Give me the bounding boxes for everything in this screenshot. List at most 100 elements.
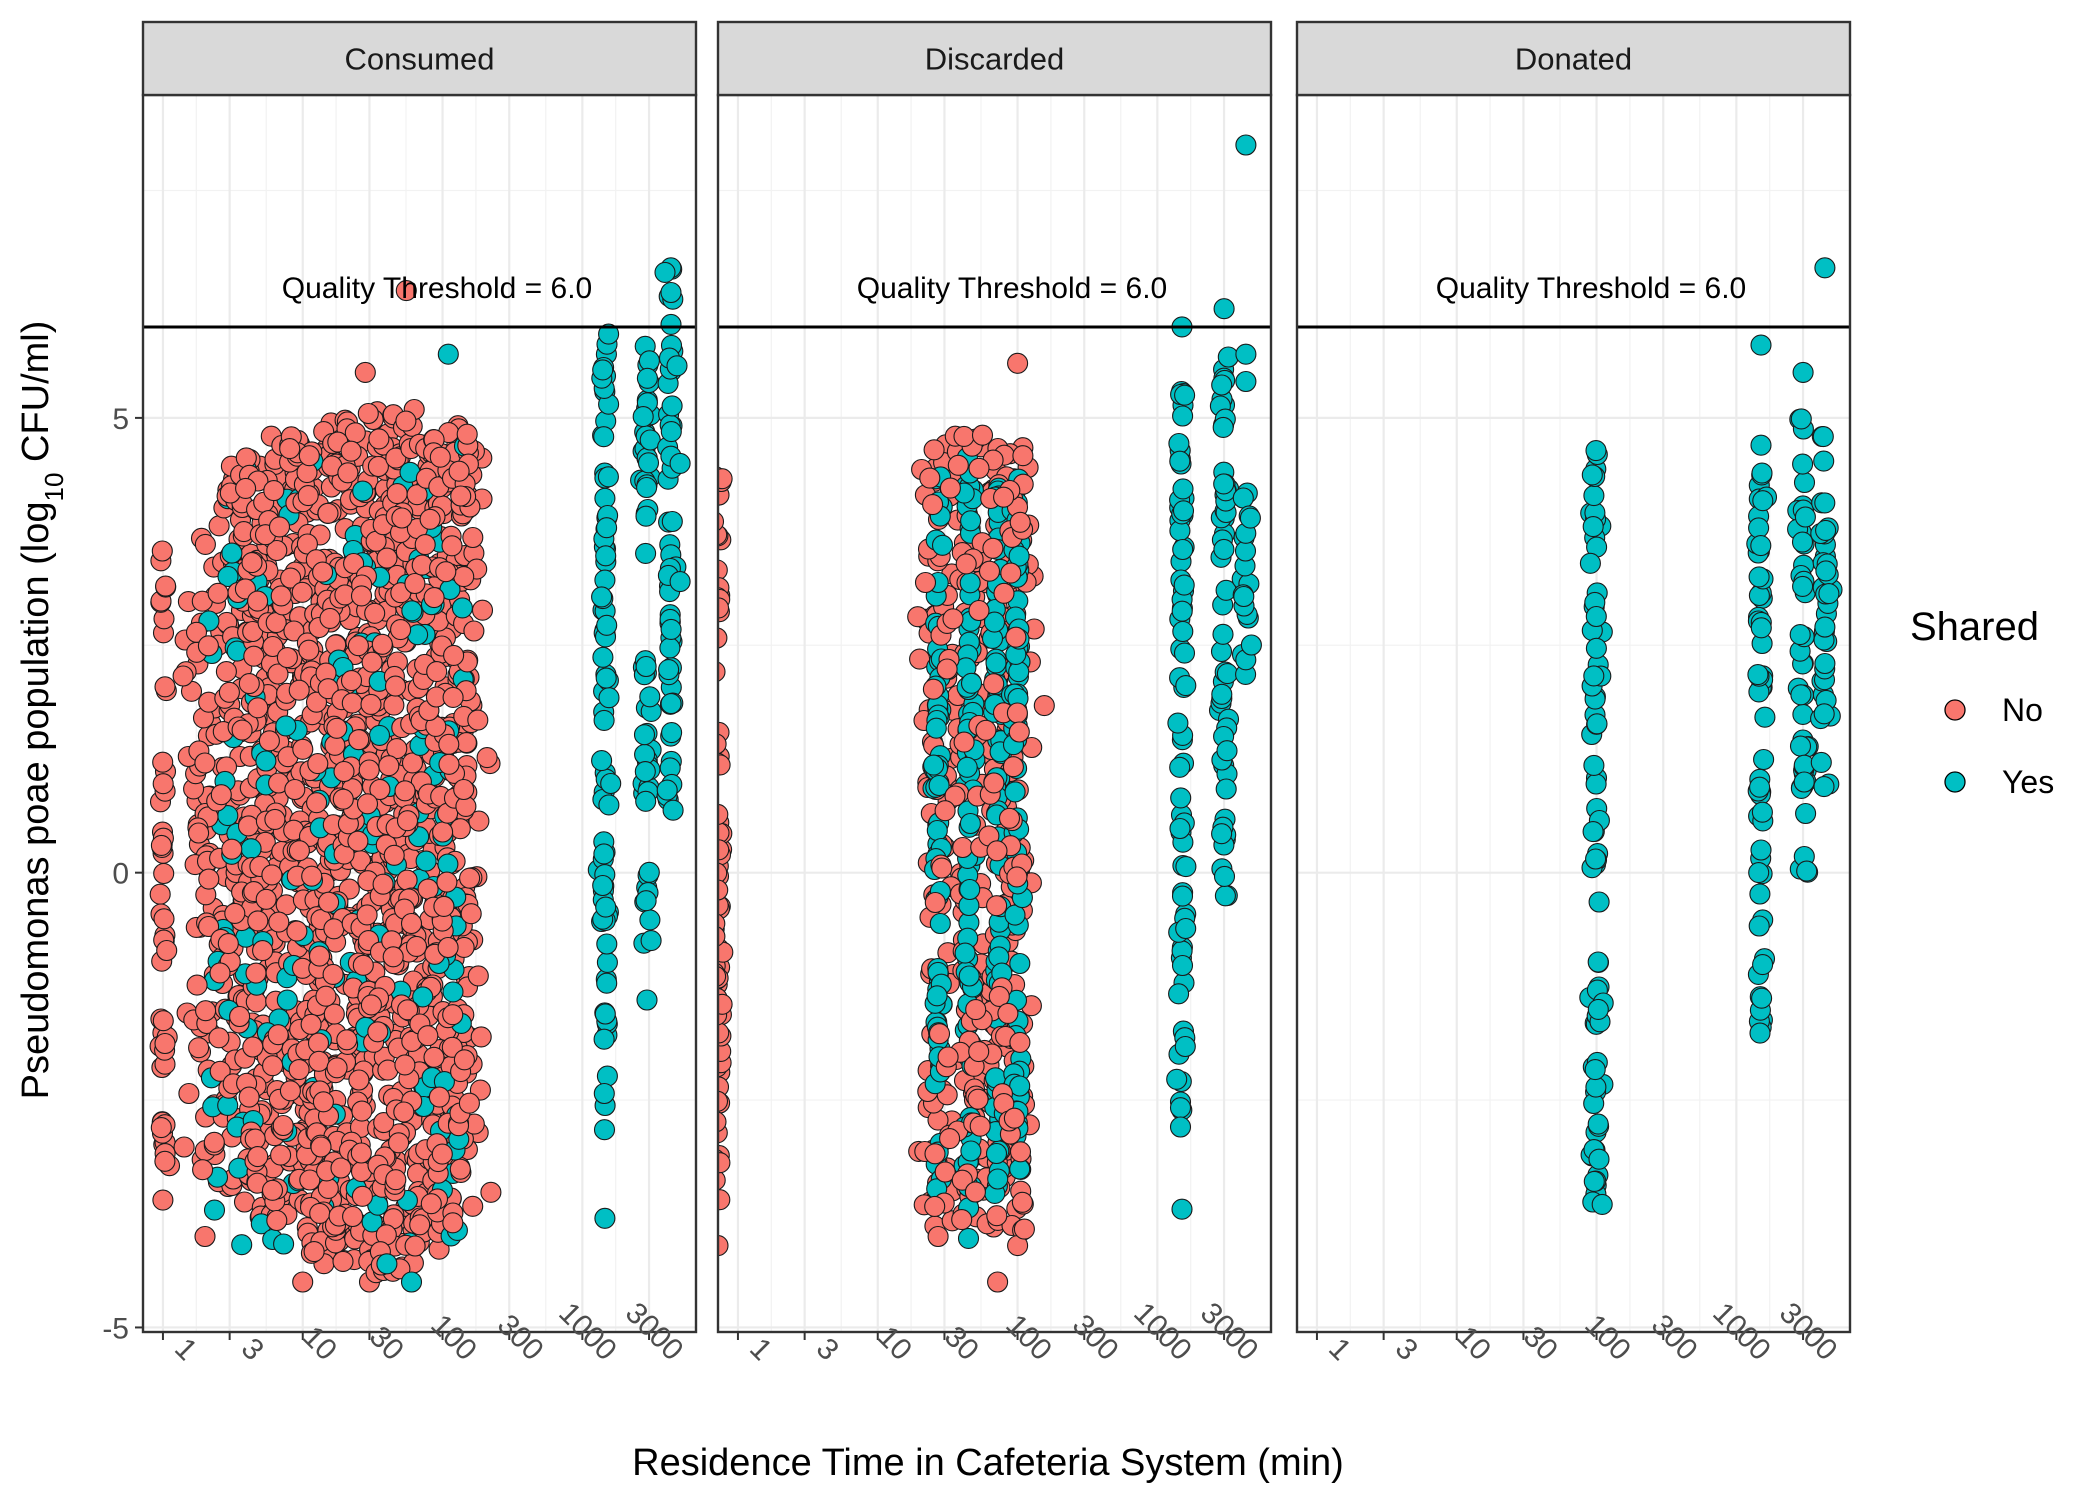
point-no (238, 673, 260, 695)
point-no (718, 733, 727, 755)
point-yes (255, 750, 277, 772)
point-yes (593, 843, 615, 865)
point-no (156, 939, 178, 962)
point-no (341, 692, 363, 714)
point-yes (654, 261, 676, 283)
point-no (417, 1025, 439, 1047)
point-yes (1172, 405, 1194, 427)
point-no (150, 834, 172, 856)
point-yes (1813, 703, 1835, 725)
point-no (221, 838, 243, 860)
point-yes (1751, 987, 1773, 1009)
point-no (718, 941, 734, 963)
point-yes (925, 717, 947, 739)
points (718, 134, 1262, 1293)
point-yes (1815, 519, 1837, 541)
facet-strip (716, 20, 1273, 97)
point-no (288, 1059, 310, 1081)
point-no (982, 537, 1004, 559)
point-yes (929, 912, 951, 935)
point-yes (1748, 566, 1770, 588)
point-no (188, 822, 210, 844)
point-no (953, 731, 975, 753)
facet-label: Consumed (345, 42, 495, 77)
point-no (237, 815, 260, 837)
point-yes (1585, 605, 1607, 628)
point-no (718, 803, 729, 825)
point-no (371, 633, 393, 655)
point-no (312, 561, 334, 583)
point-no (423, 587, 445, 609)
point-no (245, 962, 267, 984)
point-no (414, 534, 436, 556)
point-no (352, 954, 374, 976)
point-yes (1174, 384, 1196, 406)
point-no (276, 647, 298, 669)
point-yes (928, 774, 950, 797)
point-no (376, 547, 398, 569)
point-no (1008, 721, 1030, 743)
point-no (470, 1026, 492, 1048)
point-yes (662, 799, 684, 821)
point-yes (1583, 1170, 1605, 1192)
point-no (459, 867, 481, 889)
point-no (154, 1150, 176, 1172)
point-no (718, 754, 731, 776)
point-yes (1748, 915, 1770, 937)
point-yes (956, 756, 978, 778)
point-no (267, 1024, 289, 1046)
point-no (305, 691, 328, 713)
point-yes (1168, 432, 1190, 455)
point-yes (598, 794, 620, 816)
point-no (928, 1023, 951, 1045)
x-tick-label: 3 (810, 1332, 845, 1367)
point-yes (240, 838, 262, 860)
point-yes (1750, 434, 1772, 456)
point-no (224, 902, 246, 924)
point-no (265, 612, 287, 634)
point-no (406, 484, 428, 506)
point-no (351, 1100, 373, 1122)
x-tick-label: 1 (1322, 1332, 1357, 1367)
point-yes (1792, 361, 1814, 383)
point-no (404, 1235, 426, 1257)
point-yes (669, 571, 691, 593)
point-no (718, 468, 733, 490)
y-tick-label: 0 (112, 858, 129, 891)
point-no (188, 1037, 210, 1059)
point-no (471, 599, 494, 621)
point-yes (1754, 706, 1776, 728)
point-no (218, 681, 240, 703)
point-yes (1585, 637, 1607, 659)
point-no (252, 940, 274, 962)
point-no (235, 477, 257, 499)
point-yes (442, 981, 464, 1003)
point-yes (1172, 478, 1194, 500)
point-yes (1792, 453, 1814, 475)
point-yes (593, 426, 615, 448)
point-no (396, 869, 418, 891)
point-no (247, 910, 269, 932)
point-yes (954, 942, 976, 964)
point-no (262, 635, 284, 658)
point-yes (660, 693, 682, 715)
point-no (261, 1179, 284, 1201)
point-no (455, 732, 477, 754)
point-yes (592, 874, 614, 897)
point-yes (1815, 560, 1837, 582)
point-no (923, 439, 945, 461)
point-yes (959, 572, 981, 594)
point-no (209, 1060, 231, 1082)
point-yes (926, 819, 948, 842)
point-no (330, 1157, 352, 1179)
point-no (238, 1086, 260, 1108)
point-no (197, 635, 219, 657)
point-no (178, 1082, 200, 1105)
point-yes (1747, 664, 1769, 686)
point-yes (635, 655, 657, 678)
point-no (342, 1205, 364, 1228)
point-yes (660, 281, 682, 304)
point-yes (1215, 778, 1237, 800)
facet-strip (1295, 20, 1852, 97)
